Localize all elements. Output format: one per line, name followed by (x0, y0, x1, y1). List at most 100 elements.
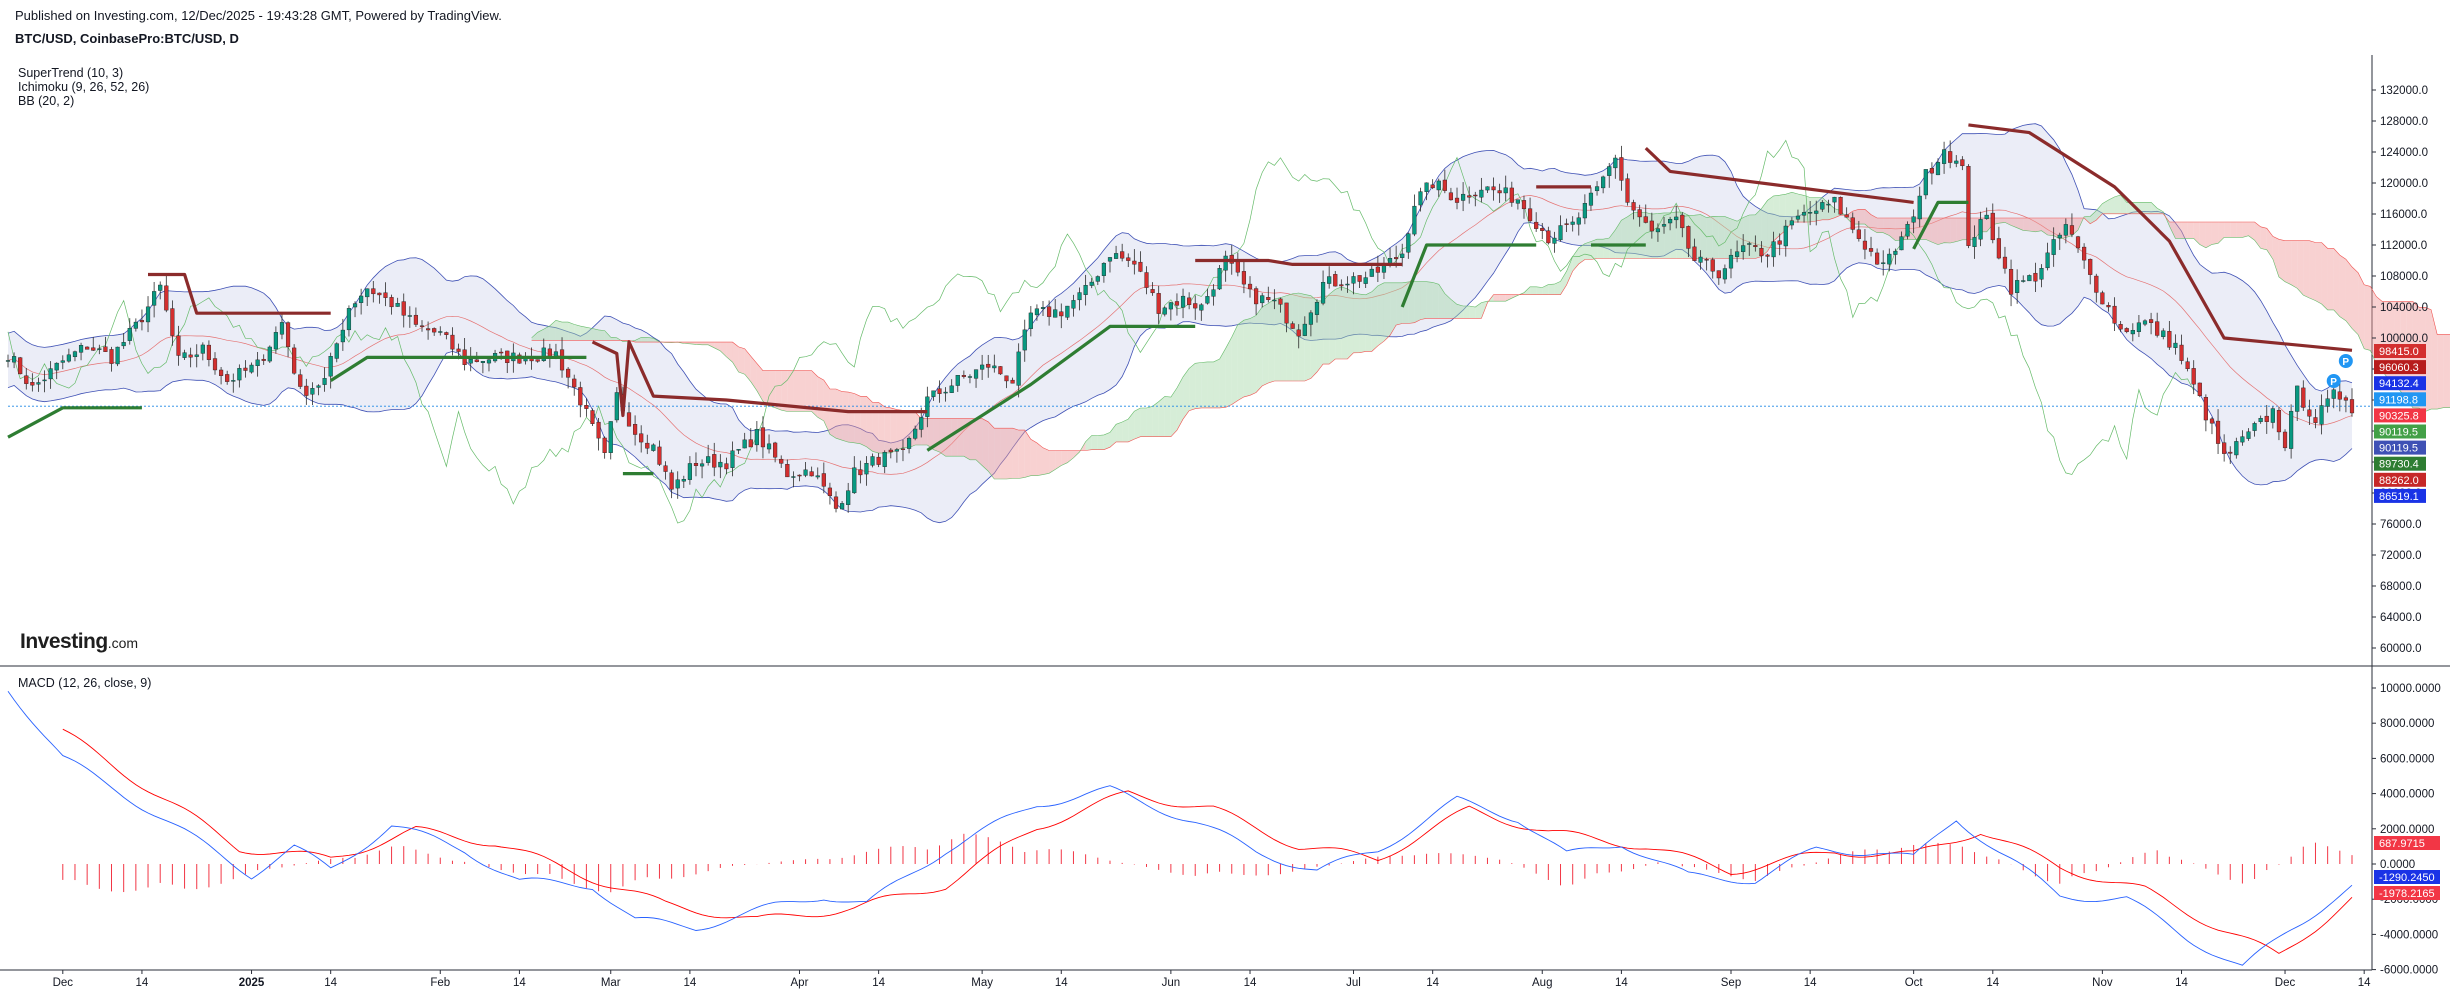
candle (54, 362, 59, 380)
candle (931, 390, 936, 401)
supertrend-down-segment (591, 340, 928, 418)
candle (2325, 389, 2330, 413)
candle (1747, 241, 1752, 256)
candle (103, 336, 108, 352)
bollinger-lower (7, 222, 2353, 524)
candle (18, 356, 23, 375)
candle (2155, 312, 2160, 338)
candle (998, 366, 1003, 375)
candle (1144, 266, 1149, 295)
candle (304, 378, 309, 405)
p-marker-icon (2326, 374, 2341, 388)
p-marker-label: P (2330, 377, 2337, 388)
candle (30, 373, 35, 392)
candle (1552, 231, 1557, 253)
price-tick-label: 68000.0 (2380, 581, 2422, 593)
candle (2234, 437, 2239, 459)
candle (1357, 275, 1362, 288)
candle (535, 359, 540, 363)
candle (91, 337, 96, 351)
candle (1320, 270, 1326, 306)
candle (1753, 235, 1758, 252)
candle (194, 344, 199, 368)
candle (2088, 258, 2093, 285)
candle (2045, 242, 2050, 271)
price-label: 90119.5 (2379, 427, 2418, 439)
candle (85, 346, 90, 350)
price-tick-label: 104000.0 (2380, 302, 2428, 314)
candle (1077, 287, 1082, 311)
candle (371, 281, 376, 303)
macd-label-box (2374, 836, 2440, 850)
ichimoku-legend: Ichimoku (9, 26, 52, 26) (18, 80, 150, 94)
candle (1193, 295, 1198, 320)
candle (681, 475, 686, 488)
candle (346, 305, 352, 337)
candle (724, 457, 729, 475)
macd-line (7, 691, 2353, 966)
candle (2033, 262, 2038, 292)
candle (133, 318, 138, 332)
candle (2118, 321, 2123, 333)
time-tick-label: 14 (1055, 977, 1068, 989)
candle (1217, 265, 1222, 291)
macd-legend: MACD (12, 26, close, 9) (18, 676, 152, 690)
candle (1162, 306, 1167, 317)
supertrend-up-segment (1912, 200, 1969, 250)
price-label-box (2374, 344, 2426, 358)
candle (377, 292, 382, 304)
candle (42, 370, 47, 393)
candle (1619, 145, 1624, 191)
time-tick-label: 14 (2358, 977, 2371, 989)
supertrend-down-segment (1968, 123, 2353, 352)
candle (1814, 200, 1819, 226)
candle (2209, 417, 2215, 435)
candle (2057, 232, 2062, 250)
time-tick-label: Oct (1905, 977, 1924, 989)
candle (1375, 255, 1380, 283)
candle (1156, 285, 1161, 325)
candle (651, 443, 656, 452)
candle (1491, 177, 1496, 201)
candle (1205, 288, 1210, 305)
candle (1875, 248, 1880, 265)
candle (1126, 253, 1131, 268)
candle (2124, 327, 2129, 334)
candle (1174, 293, 1180, 316)
time-tick-label: 14 (513, 977, 526, 989)
candle (279, 314, 285, 340)
candle (1607, 162, 1612, 188)
candle (639, 425, 644, 453)
candle (121, 332, 126, 349)
candle (657, 440, 662, 466)
candle (840, 500, 845, 510)
candle (401, 293, 406, 328)
candle (2289, 404, 2294, 459)
candle (773, 441, 778, 463)
candle (328, 352, 333, 389)
candle (1272, 289, 1277, 310)
candle (2343, 395, 2348, 413)
candle (2021, 275, 2026, 283)
candle (1485, 186, 1490, 193)
candle (1241, 262, 1247, 294)
candle (1929, 162, 1934, 185)
macd-tick-label: 2000.0000 (2380, 824, 2434, 836)
candle (1862, 229, 1868, 260)
candle (237, 364, 242, 388)
macd-label-box (2374, 870, 2440, 884)
time-tick-label: Feb (430, 977, 450, 989)
candle (961, 370, 966, 379)
candle (1948, 140, 1953, 169)
candle (200, 342, 205, 361)
candle (12, 352, 17, 369)
candle (1838, 196, 1843, 215)
candle (1138, 251, 1143, 273)
candle (2282, 429, 2288, 452)
candle (1546, 226, 1551, 245)
candle (72, 350, 78, 362)
candle (2228, 446, 2233, 464)
candle (359, 288, 364, 315)
candle (1120, 243, 1125, 262)
candle (432, 327, 437, 336)
